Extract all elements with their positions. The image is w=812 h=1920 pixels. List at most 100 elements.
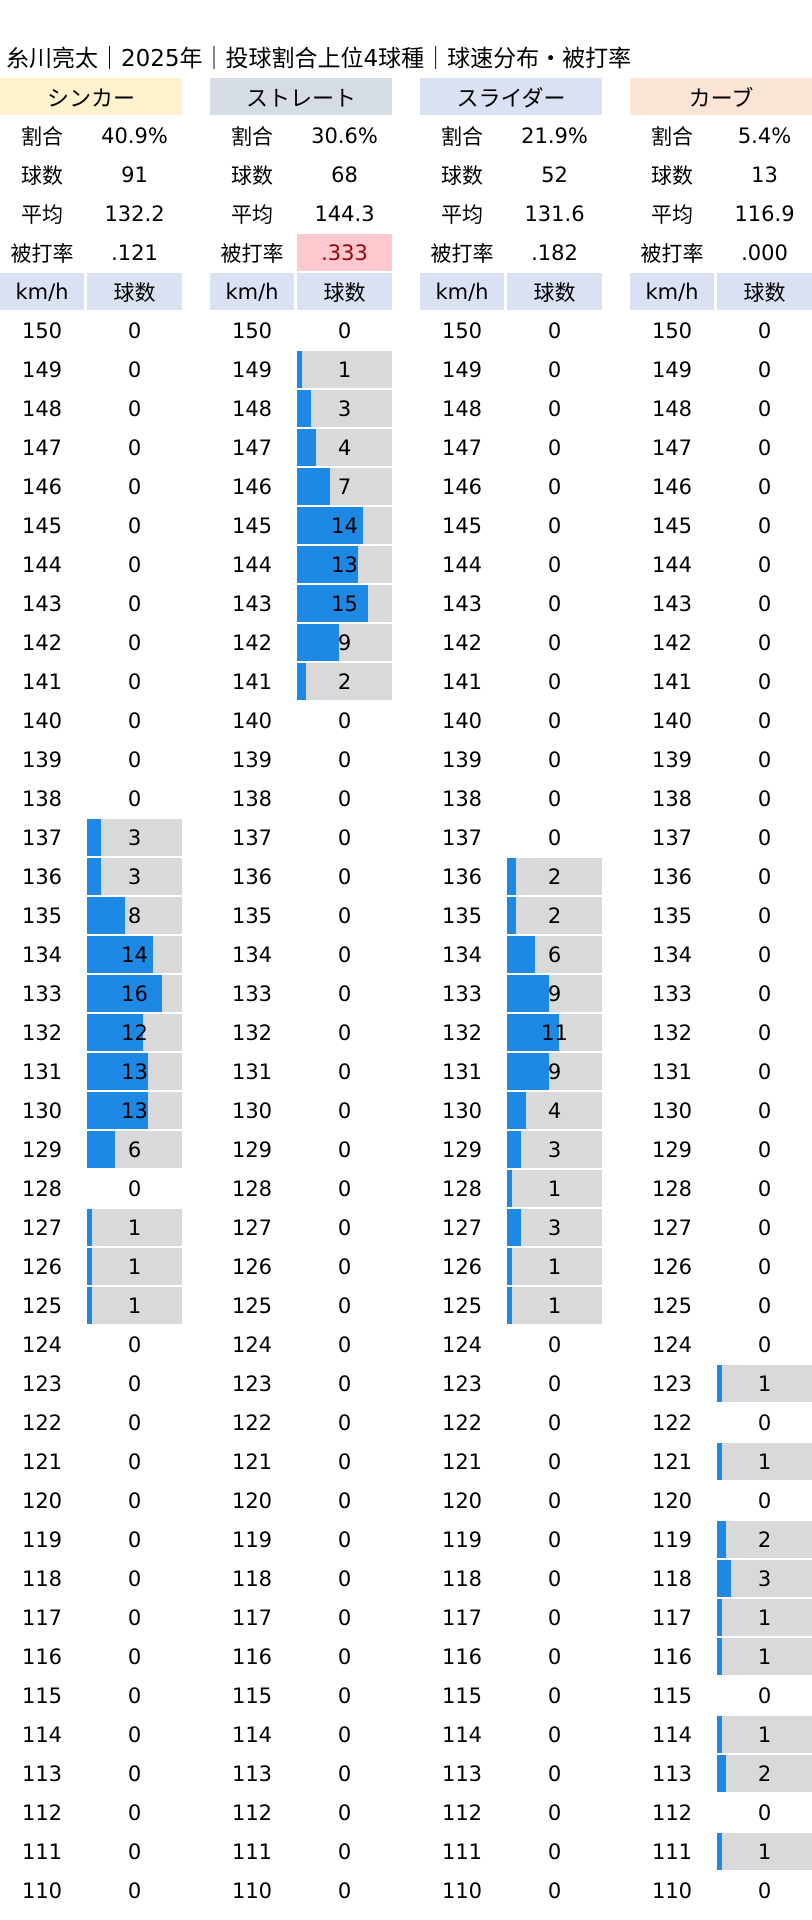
data-label: 14	[121, 942, 148, 967]
data-label: 2	[337, 669, 352, 694]
data-label: 0	[337, 1605, 352, 1630]
speed-row: 149 0	[0, 351, 182, 388]
bar	[507, 1014, 559, 1051]
bar	[297, 546, 359, 583]
data-label: 0	[337, 1644, 352, 1669]
stat-row: 平均 132.2	[0, 195, 182, 232]
data-label: 0	[547, 1566, 562, 1591]
count-cell: 0	[717, 507, 812, 544]
speed-row: 116 0	[0, 1638, 182, 1675]
speed-label: 119	[21, 1527, 63, 1552]
count-cell: 0	[297, 1716, 392, 1753]
data-label: 0	[127, 1410, 142, 1435]
speed-row: 115 0	[630, 1677, 812, 1714]
speed-label: 139	[21, 747, 63, 772]
stat-row: 球数 52	[420, 156, 602, 193]
speed-row: 150 0	[630, 312, 812, 349]
speed-label: 134	[21, 942, 63, 967]
bar	[87, 975, 163, 1012]
speed-label: 115	[651, 1683, 693, 1708]
data-label: 0	[127, 591, 142, 616]
speed-row: 149 1	[210, 351, 392, 388]
speed-row: 111 0	[0, 1833, 182, 1870]
count-cell: 1	[717, 1716, 812, 1753]
speed-label: 145	[231, 513, 273, 538]
bar	[507, 1248, 512, 1285]
count-cell: 9	[507, 1053, 602, 1090]
data-label: 0	[547, 786, 562, 811]
speed-row: 121 1	[630, 1443, 812, 1480]
speed-label: 123	[21, 1371, 63, 1396]
count-cell: 0	[87, 624, 182, 661]
data-label: 0	[547, 1761, 562, 1786]
count-label: 球数	[231, 163, 273, 188]
speed-label: 144	[21, 552, 63, 577]
speed-row: 149 0	[630, 351, 812, 388]
count-cell: 3	[507, 1131, 602, 1168]
data-label: 0	[127, 669, 142, 694]
speed-label: 120	[651, 1488, 693, 1513]
data-label: 3	[757, 1566, 772, 1591]
count-cell: 4	[507, 1092, 602, 1129]
speed-label: 127	[231, 1215, 273, 1240]
speed-row: 140 0	[0, 702, 182, 739]
count-cell: 0	[297, 1131, 392, 1168]
count-cell: 0	[507, 624, 602, 661]
data-label: 0	[757, 942, 772, 967]
bar	[87, 1053, 149, 1090]
speed-label: 130	[231, 1098, 273, 1123]
count-cell: 2	[717, 1755, 812, 1792]
bar	[297, 390, 312, 427]
speed-label: 141	[21, 669, 63, 694]
data-label: 0	[127, 1449, 142, 1474]
count-cell: 0	[87, 468, 182, 505]
speed-label: 135	[231, 903, 273, 928]
data-label: 0	[127, 1332, 142, 1357]
speed-row: 141 0	[0, 663, 182, 700]
data-label: 1	[547, 1176, 562, 1201]
speed-label: 143	[441, 591, 483, 616]
speed-row: 148 0	[420, 390, 602, 427]
count-cell: 0	[297, 1287, 392, 1324]
data-label: 0	[337, 1410, 352, 1435]
speed-label: 147	[21, 435, 63, 460]
pitch-panel: カーブ 割合 5.4% 球数 13 平均 116.9 被打率 .000 km/h 球数 150 0 149…	[630, 78, 812, 1911]
speed-label: 126	[441, 1254, 483, 1279]
data-label: 0	[547, 630, 562, 655]
speed-row: 149 0	[420, 351, 602, 388]
speed-row: 125 0	[630, 1287, 812, 1324]
count-cell: 0	[87, 1482, 182, 1519]
bar	[717, 1365, 722, 1402]
speed-row: 110 0	[210, 1872, 392, 1909]
speed-row: 123 0	[420, 1365, 602, 1402]
data-label: 0	[127, 1644, 142, 1669]
speed-row: 141 2	[210, 663, 392, 700]
data-label: 0	[757, 1488, 772, 1513]
data-label: 0	[547, 825, 562, 850]
bar	[507, 858, 517, 895]
pitch-panel: スライダー 割合 21.9% 球数 52 平均 131.6 被打率 .182 km/h 球数 150 0…	[420, 78, 602, 1911]
count-cell: 0	[87, 312, 182, 349]
count-cell: 0	[507, 663, 602, 700]
data-label: 0	[337, 1176, 352, 1201]
speed-label: 141	[231, 669, 273, 694]
ba-label: 被打率	[640, 241, 704, 266]
data-label: 9	[547, 981, 562, 1006]
speed-row: 117 0	[210, 1599, 392, 1636]
speed-label: 117	[231, 1605, 273, 1630]
ratio-label: 割合	[651, 124, 693, 149]
count-cell: 0	[717, 1287, 812, 1324]
count-cell: 0	[717, 1170, 812, 1207]
speed-label: 139	[231, 747, 273, 772]
data-label: 0	[127, 396, 142, 421]
speed-label: 133	[651, 981, 693, 1006]
bar-track	[717, 1755, 812, 1792]
speed-label: 133	[231, 981, 273, 1006]
data-label: 0	[547, 1371, 562, 1396]
speed-label: 127	[21, 1215, 63, 1240]
speed-row: 124 0	[210, 1326, 392, 1363]
avg-label: 平均	[21, 202, 63, 227]
count-cell: 2	[297, 663, 392, 700]
speed-label: 134	[651, 942, 693, 967]
data-label: 0	[337, 1059, 352, 1084]
